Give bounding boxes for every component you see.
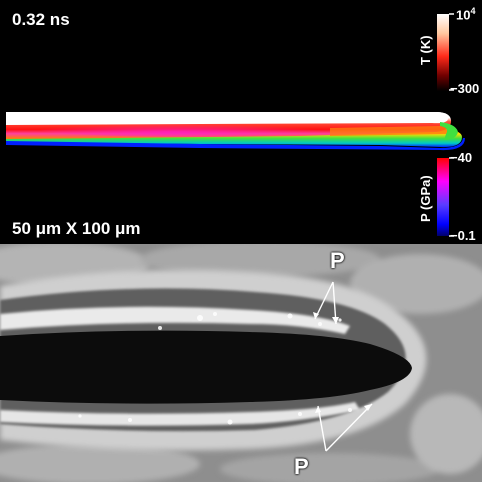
upper-bright-band [0,306,350,334]
pressure-bar-title: P (GPa) [418,175,433,222]
time-label: 0.32 ns [12,10,70,29]
pressure-colorbar [437,158,449,236]
lower-bright-band [0,402,360,426]
temperature-max-label: 104 [456,6,475,22]
marker-arrowheads [313,312,372,413]
pressure-wave-blue-edge [6,138,465,151]
simulation-svg: T (K) P (GPa) [6,13,465,237]
temperature-min-label: −300 [450,81,479,96]
pressure-max-label: −40 [450,150,472,165]
temperature-bar-title: T (K) [418,35,433,65]
temperature-min-dash: − [450,81,458,96]
bright-speckles [78,312,352,425]
temperature-colorbar [437,14,449,91]
pressure-marker-top: P [330,248,345,273]
pressure-min-dash: − [450,228,458,243]
micrograph-panel: P P [0,244,482,482]
marker-arrows [314,281,373,452]
scale-label: 50 μm X 100 μm [12,219,141,238]
pressure-marker-bottom: P [294,454,309,479]
simulation-panel: T (K) P (GPa) 0.32 ns 50 μm X 100 μm 104… [0,0,482,244]
pressure-max-dash: − [450,150,458,165]
pressure-tip-green [440,122,458,140]
plasma-orange-tip [330,126,448,136]
pressure-min-value: 0.1 [457,228,476,243]
micrograph-svg [0,244,482,482]
pressure-min-label: −0.1 [450,228,476,243]
pressure-max-value: 40 [457,150,473,165]
plasma-core-white [6,112,449,125]
plasma-magenta-region [40,121,340,137]
temperature-min-value: 300 [457,81,480,96]
temperature-max-exponent: 4 [470,6,476,16]
ablation-channel [0,330,412,404]
temperature-max-base: 10 [456,7,471,23]
background-contours [0,244,482,482]
